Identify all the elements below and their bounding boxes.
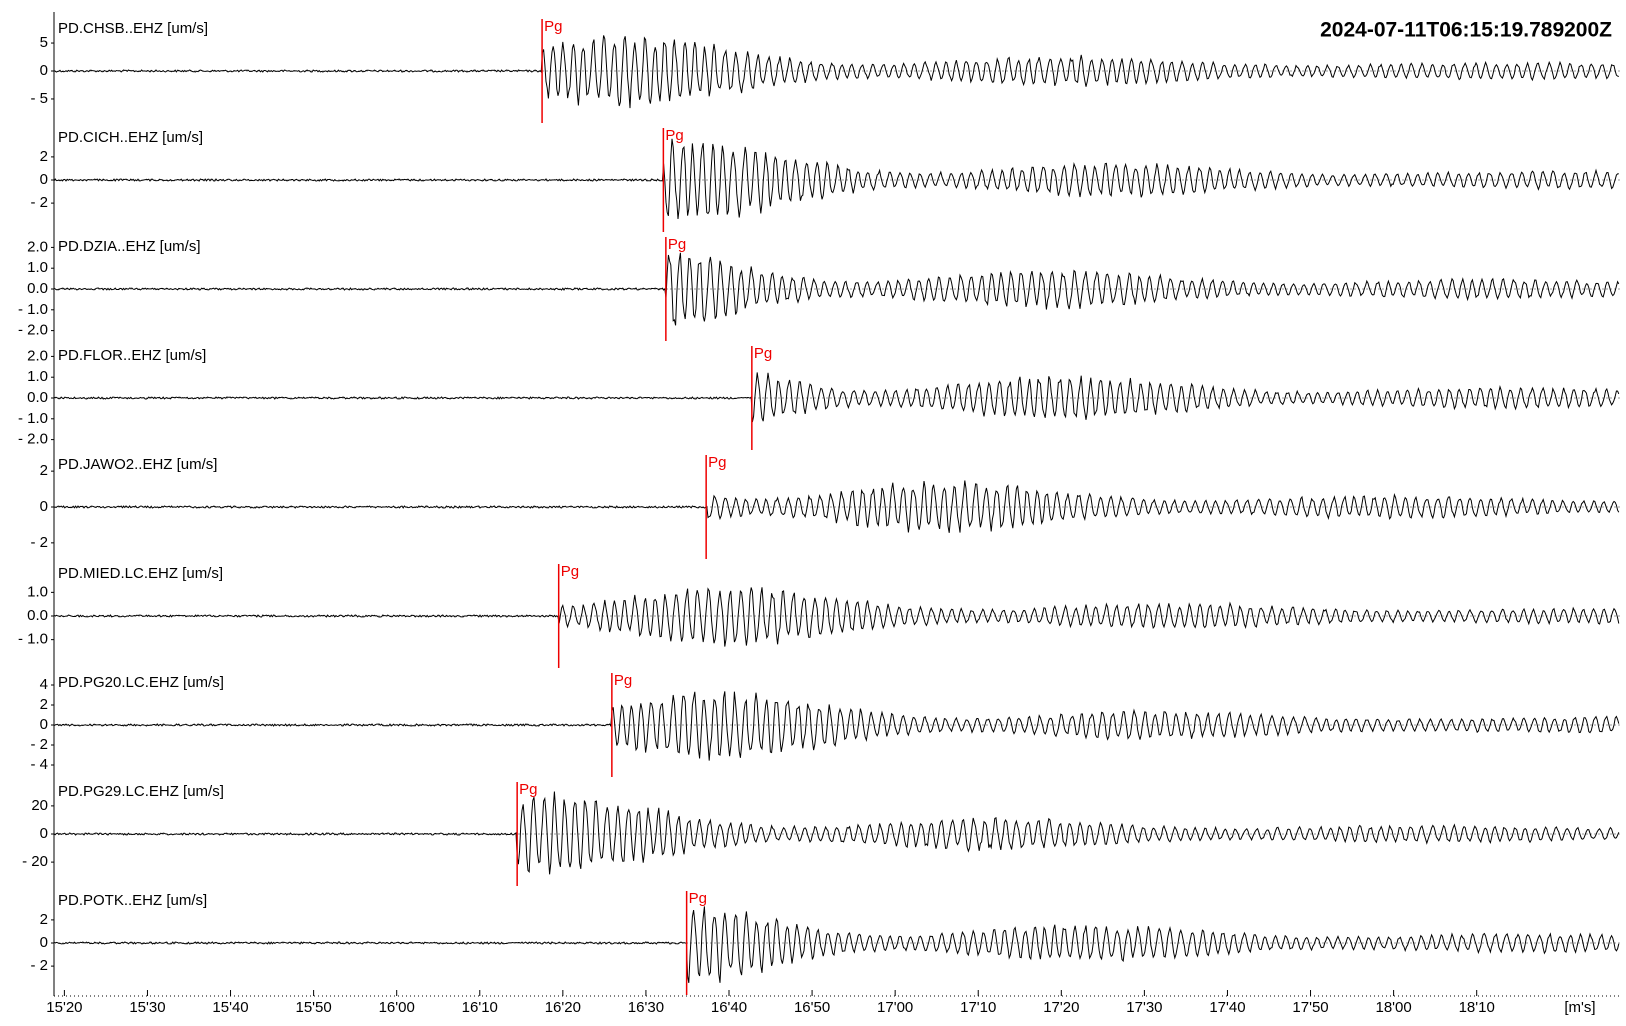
y-tick-label: 2.0 [27,347,48,364]
x-tick-label: 16'00 [379,999,415,1016]
trace-label: PD.PG29.LC.EHZ [um/s] [58,783,224,800]
pick-label: Pg [519,781,537,798]
waveform [53,480,1620,533]
y-tick-label: 2 [40,696,48,713]
pick-label: Pg [708,454,726,471]
trace-label: PD.FLOR..EHZ [um/s] [58,347,206,364]
y-tick-label: - 4 [30,756,48,773]
pick-label: Pg [561,563,579,580]
pick-label: Pg [689,890,707,907]
y-tick-label: 2 [40,462,48,479]
x-tick-label: 18'10 [1459,999,1495,1016]
x-tick-label: 15'40 [212,999,248,1016]
trace-label: PD.JAWO2..EHZ [um/s] [58,456,217,473]
y-tick-label: 0 [40,716,48,733]
y-tick-label: - 2 [30,736,48,753]
trace-label: PD.DZIA..EHZ [um/s] [58,238,201,255]
x-tick-label: 15'20 [46,999,82,1016]
x-tick-label: 16'50 [794,999,830,1016]
x-tick-label: 17'20 [1043,999,1079,1016]
y-tick-label: - 2 [30,194,48,211]
x-tick-label: 16'10 [462,999,498,1016]
x-axis-label: [m's] [1564,999,1595,1016]
pick-label: Pg [614,672,632,689]
y-tick-label: 2.0 [27,238,48,255]
y-tick-label: 20 [31,797,48,814]
y-tick-label: 0.0 [27,607,48,624]
x-tick-label: 16'40 [711,999,747,1016]
y-tick-label: - 2 [30,957,48,974]
y-tick-label: - 2.0 [18,322,48,339]
waveform [53,138,1619,220]
timestamp: 2024-07-11T06:15:19.789200Z [1320,19,1612,42]
y-tick-label: 5 [40,34,48,51]
pick-label: Pg [754,345,772,362]
y-tick-label: 0 [40,934,48,951]
trace-label: PD.MIED.LC.EHZ [um/s] [58,565,223,582]
trace-label: PD.CICH..EHZ [um/s] [58,129,203,146]
pick-label: Pg [668,236,686,253]
y-tick-label: - 20 [22,853,48,870]
y-tick-label: 2 [40,911,48,928]
y-tick-label: 2 [40,148,48,165]
y-tick-label: - 5 [30,90,48,107]
y-tick-label: 1.0 [27,259,48,276]
x-tick-label: 17'50 [1292,999,1328,1016]
x-tick-label: 15'50 [295,999,331,1016]
x-tick-label: 15'30 [129,999,165,1016]
y-tick-label: 4 [40,676,48,693]
x-tick-label: 18'00 [1375,999,1411,1016]
y-tick-label: - 1.0 [18,410,48,427]
trace-label: PD.PG20.LC.EHZ [um/s] [58,674,224,691]
y-tick-label: 1.0 [27,583,48,600]
x-tick-label: 17'40 [1209,999,1245,1016]
y-tick-label: - 2 [30,534,48,551]
y-tick-label: 0 [40,825,48,842]
y-tick-label: 0 [40,171,48,188]
x-tick-label: 16'20 [545,999,581,1016]
trace-label: PD.POTK..EHZ [um/s] [58,892,207,909]
pick-label: Pg [544,18,562,35]
waveform [53,372,1620,423]
y-tick-label: 0.0 [27,389,48,406]
y-tick-label: 0 [40,498,48,515]
x-tick-label: 17'10 [960,999,996,1016]
waveform [53,906,1620,983]
x-tick-label: 17'00 [877,999,913,1016]
waveform [53,791,1620,875]
waveform [53,691,1620,761]
y-tick-label: - 2.0 [18,431,48,448]
trace-label: PD.CHSB..EHZ [um/s] [58,20,208,37]
x-tick-label: 16'30 [628,999,664,1016]
waveform [53,35,1619,109]
y-tick-label: 0.0 [27,280,48,297]
x-tick-label: 17'30 [1126,999,1162,1016]
y-tick-label: 1.0 [27,368,48,385]
y-tick-label: - 1.0 [18,631,48,648]
y-tick-label: - 1.0 [18,301,48,318]
waveform [53,587,1620,647]
y-tick-label: 0 [40,62,48,79]
waveform [53,252,1620,326]
pick-label: Pg [665,127,683,144]
